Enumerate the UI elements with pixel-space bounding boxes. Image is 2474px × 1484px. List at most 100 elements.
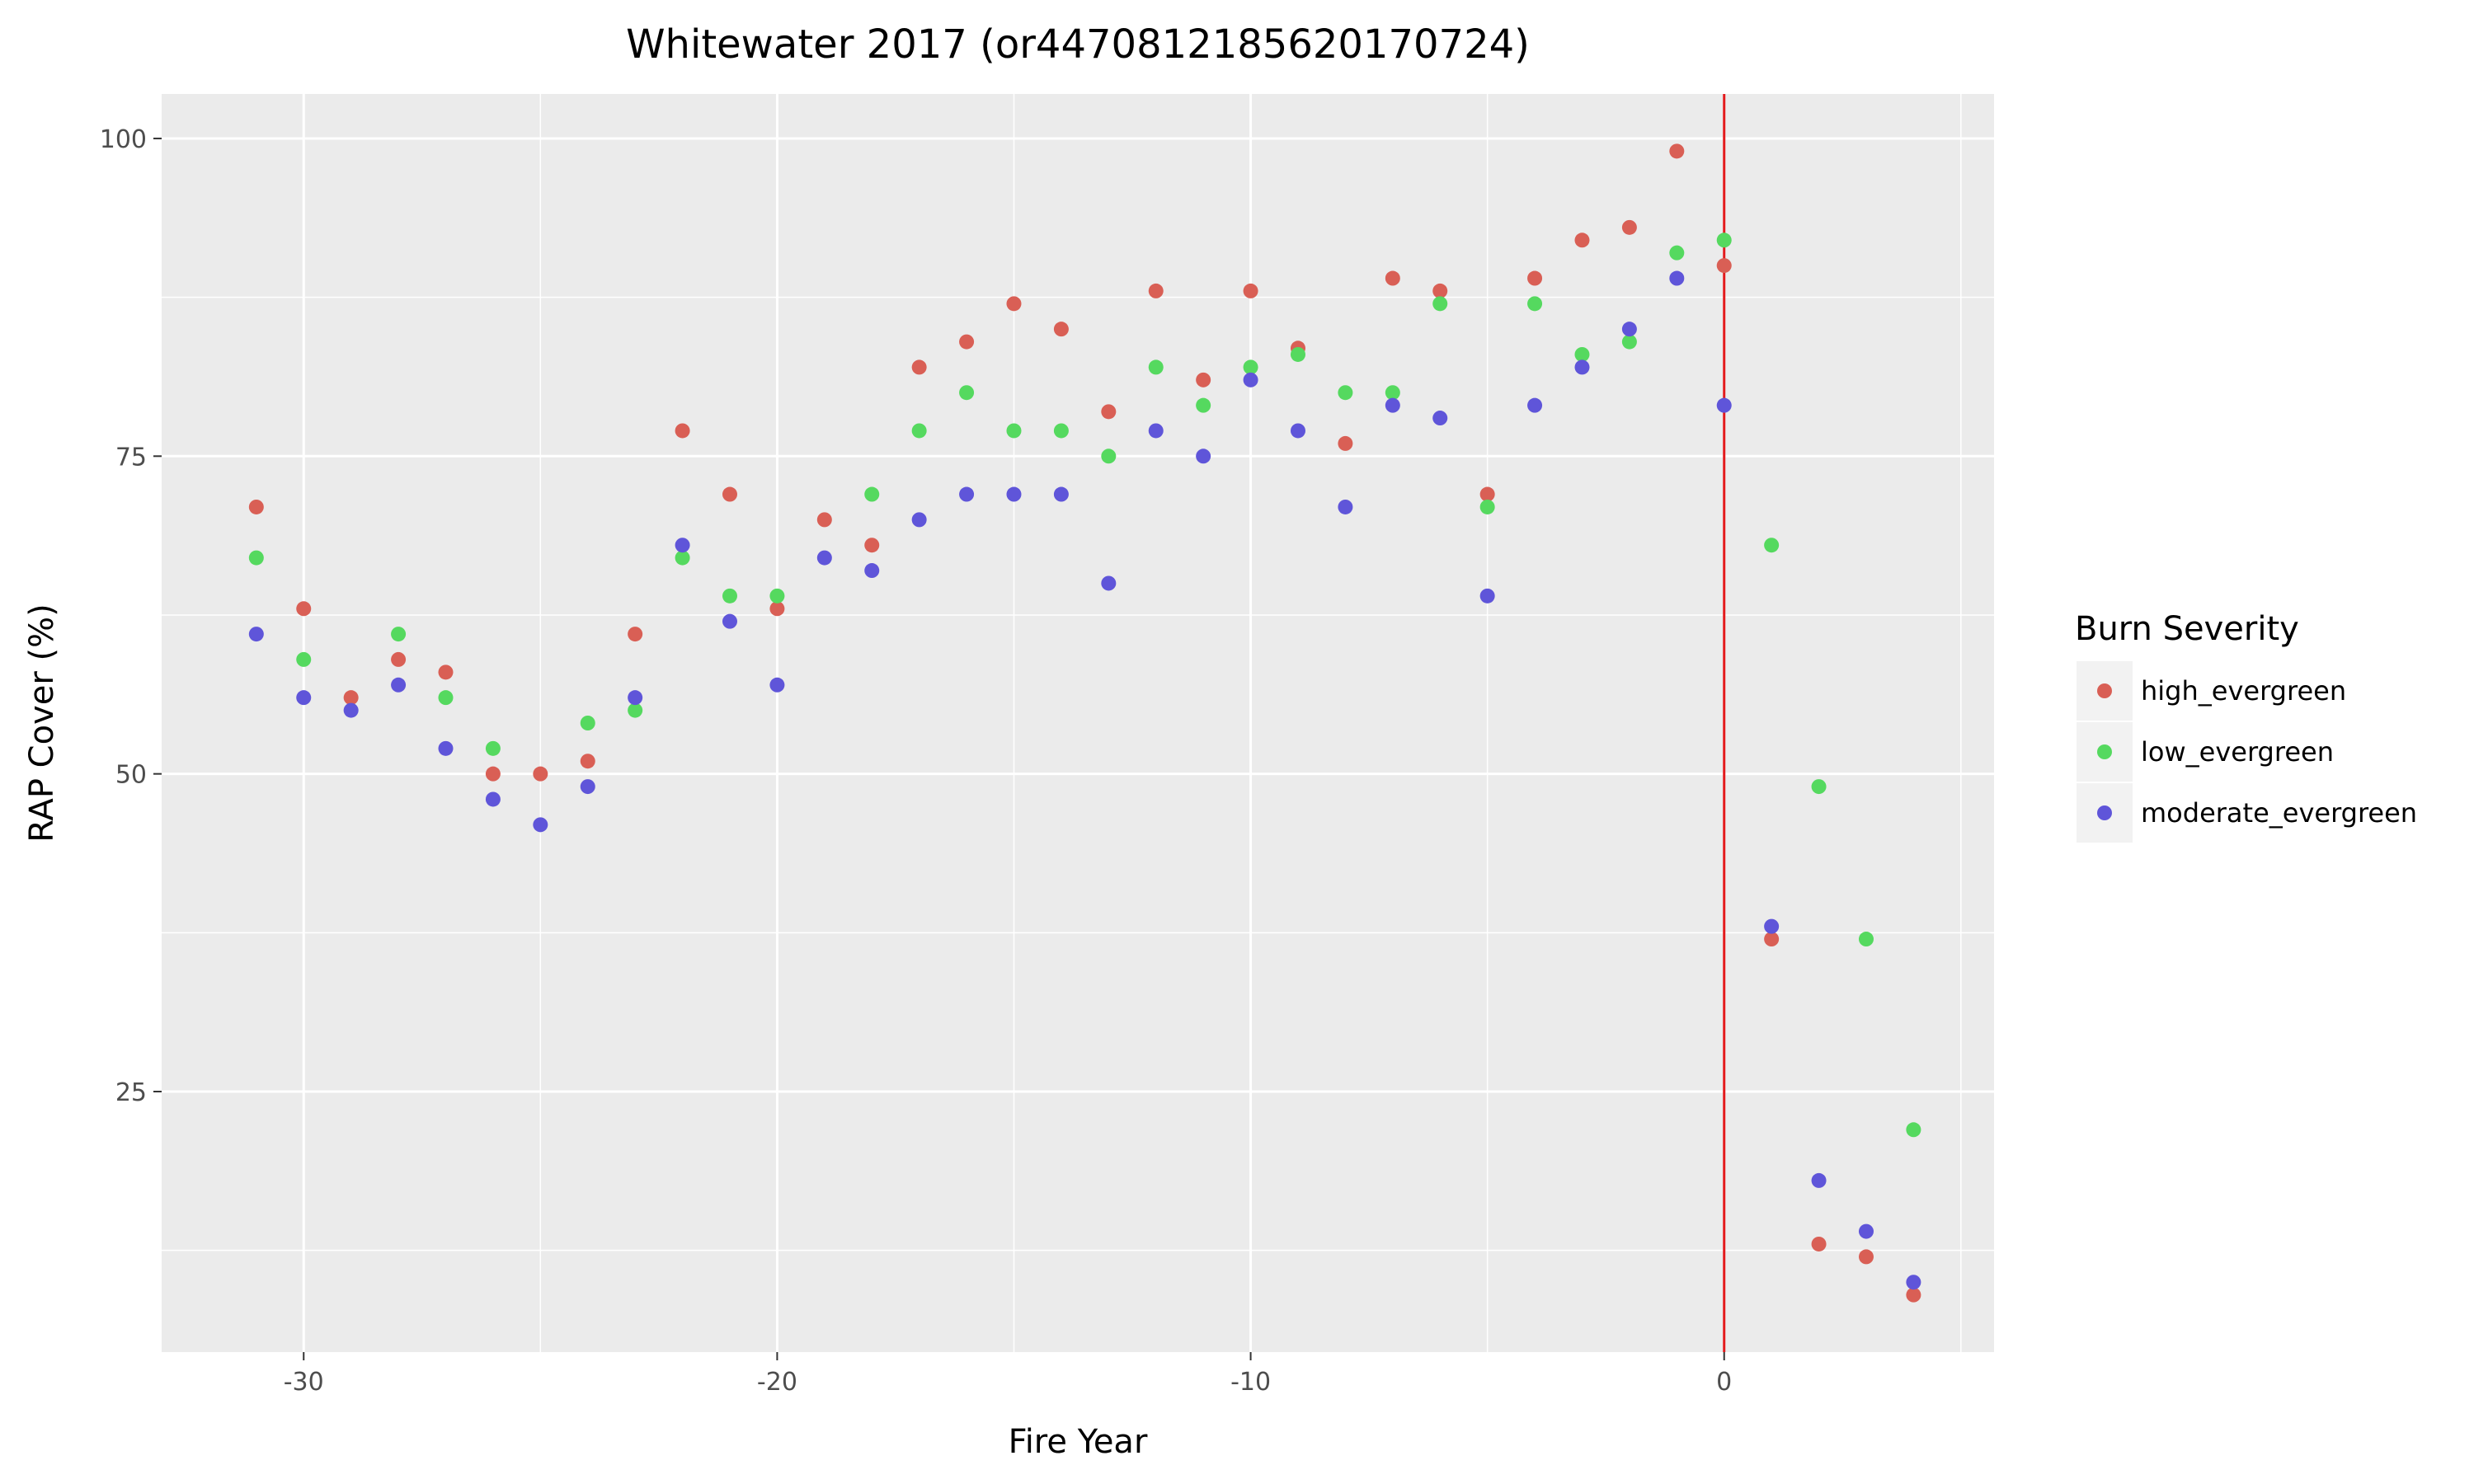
data-point: [1053, 486, 1069, 502]
data-point: [1669, 143, 1685, 159]
data-point: [343, 702, 359, 718]
data-point: [675, 550, 690, 566]
y-tick-label: 100: [100, 125, 147, 154]
x-tick-label: -30: [284, 1368, 324, 1397]
data-point: [1385, 385, 1400, 401]
data-point: [722, 613, 737, 629]
legend-label: high_evergreen: [2141, 675, 2346, 707]
data-point: [1101, 575, 1117, 591]
data-point: [1006, 296, 1022, 312]
data-point: [1479, 499, 1495, 514]
data-point: [1006, 486, 1022, 502]
data-point: [1527, 270, 1543, 286]
data-point: [769, 588, 785, 603]
data-point: [1858, 1249, 1874, 1265]
data-point: [911, 359, 927, 375]
data-point: [296, 651, 312, 667]
data-point: [864, 538, 880, 553]
data-point: [1006, 423, 1022, 439]
data-point: [1148, 283, 1164, 298]
data-point: [1621, 334, 1637, 350]
legend-marker: [2097, 683, 2112, 698]
data-point: [1669, 270, 1685, 286]
legend-item-moderate_evergreen: moderate_evergreen: [2077, 783, 2417, 843]
data-point: [1148, 423, 1164, 439]
data-point: [1432, 283, 1448, 298]
data-point: [248, 627, 264, 642]
x-tick-label: 0: [1716, 1368, 1732, 1397]
data-point: [959, 486, 975, 502]
grid-major: [162, 94, 1994, 1352]
x-tick-label: -20: [757, 1368, 797, 1397]
data-point: [675, 538, 690, 553]
data-point: [1906, 1122, 1921, 1138]
data-point: [533, 817, 548, 833]
data-point: [1764, 918, 1780, 934]
data-point: [1196, 372, 1211, 387]
data-point: [628, 627, 643, 642]
y-tick-label: 25: [115, 1078, 147, 1107]
y-axis-title: RAP Cover (%): [23, 603, 61, 842]
data-point: [1716, 258, 1732, 274]
data-point: [1196, 397, 1211, 413]
data-point: [1906, 1275, 1921, 1290]
y-tick-label: 50: [115, 761, 147, 790]
data-point: [1479, 486, 1495, 502]
data-point: [485, 740, 501, 756]
data-point: [1669, 245, 1685, 261]
data-point: [391, 651, 407, 667]
data-point: [1385, 397, 1400, 413]
data-point: [816, 512, 832, 528]
data-point: [1243, 359, 1258, 375]
data-point: [1574, 346, 1590, 362]
legend-label: low_evergreen: [2141, 736, 2334, 768]
data-point: [1858, 1223, 1874, 1239]
data-point: [911, 512, 927, 528]
legend-item-low_evergreen: low_evergreen: [2077, 722, 2334, 782]
data-point: [1148, 359, 1164, 375]
data-point: [296, 690, 312, 706]
legend-marker: [2097, 744, 2112, 759]
y-tick-label: 75: [115, 443, 147, 472]
data-point: [1290, 346, 1305, 362]
data-point: [391, 627, 407, 642]
data-point: [1338, 499, 1353, 514]
data-point: [675, 423, 690, 439]
data-point: [864, 486, 880, 502]
data-point: [1764, 538, 1780, 553]
data-point: [248, 550, 264, 566]
data-point: [959, 385, 975, 401]
data-point: [1574, 359, 1590, 375]
data-point: [1432, 411, 1448, 426]
data-point: [533, 766, 548, 782]
data-point: [438, 690, 454, 706]
data-point: [722, 486, 737, 502]
legend: Burn Severity high_evergreen low_evergree…: [2075, 610, 2417, 843]
data-point: [1479, 588, 1495, 603]
data-point: [1053, 322, 1069, 337]
legend-items: high_evergreen low_evergreen moderate_ever…: [2077, 661, 2417, 843]
data-point: [1716, 232, 1732, 248]
data-point: [1621, 219, 1637, 235]
data-point: [959, 334, 975, 350]
data-point: [343, 690, 359, 706]
data-point: [248, 499, 264, 514]
data-point: [769, 677, 785, 693]
data-point: [1527, 296, 1543, 312]
x-axis-ticks: -30 -20 -10 0: [284, 1352, 1732, 1397]
data-point: [1101, 448, 1117, 464]
data-point: [1574, 232, 1590, 248]
data-point: [1385, 270, 1400, 286]
data-point: [1811, 779, 1827, 795]
points-layer: [248, 143, 1921, 1303]
data-point: [1243, 372, 1258, 387]
data-point: [816, 550, 832, 566]
legend-label: moderate_evergreen: [2141, 797, 2417, 829]
data-point: [911, 423, 927, 439]
legend-title: Burn Severity: [2075, 610, 2299, 648]
plot-panel: [162, 94, 1994, 1352]
data-point: [1621, 322, 1637, 337]
series-high_evergreen: [248, 143, 1921, 1303]
data-point: [1338, 385, 1353, 401]
data-point: [580, 779, 595, 795]
